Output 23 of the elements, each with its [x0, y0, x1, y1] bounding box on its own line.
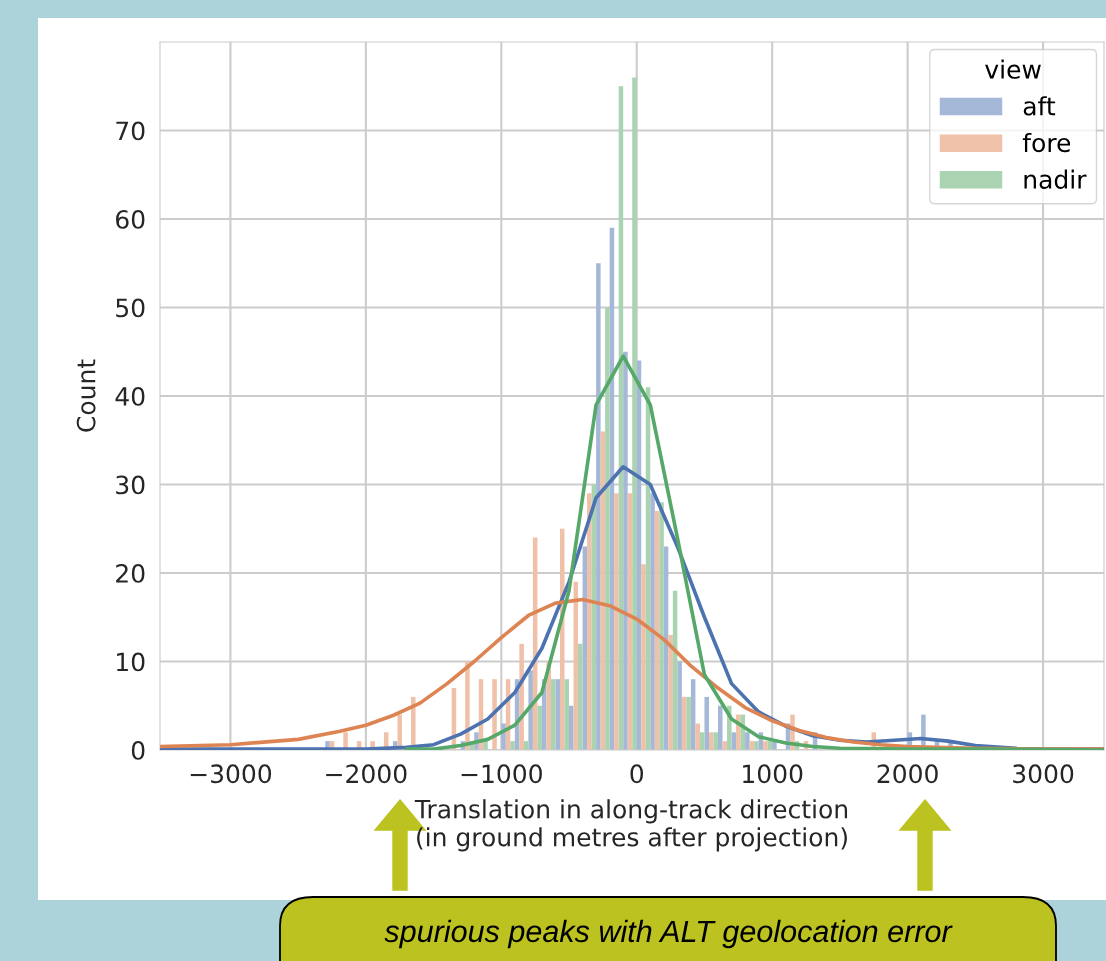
legend-label: fore	[1022, 132, 1071, 153]
x-tick-label: −2000	[326, 764, 407, 784]
x-tick-label: −1000	[461, 764, 542, 784]
x-tick-label: 1000	[743, 764, 803, 784]
y-tick-label: 20	[116, 563, 145, 583]
x-tick-label: 0	[630, 764, 644, 784]
line-series	[404, 354, 1104, 750]
y-tick-label: 40	[115, 386, 145, 406]
y-tick-label: 70	[116, 121, 145, 141]
legend-label: nadir	[1024, 169, 1087, 189]
text: spurious peaks with ALT geolocation error	[384, 919, 953, 949]
y-tick-label: 30	[116, 475, 145, 495]
y-tick-label: 60	[116, 209, 145, 229]
legend-label: aft	[1023, 96, 1056, 116]
x-axis-title: Translation in along-track direction (in ground metres after projection)	[414, 799, 848, 852]
y-tick-label: 50	[116, 298, 145, 318]
x-tick-label: −3000	[190, 764, 272, 784]
y-tick-label: 10	[117, 652, 145, 672]
y-tick-label: 0	[131, 740, 145, 760]
x-tick-label: 3000	[1013, 764, 1074, 784]
x-tick-label: 2000	[877, 764, 938, 784]
legend-title: view	[985, 59, 1041, 79]
y-axis-title: Count	[76, 359, 96, 432]
